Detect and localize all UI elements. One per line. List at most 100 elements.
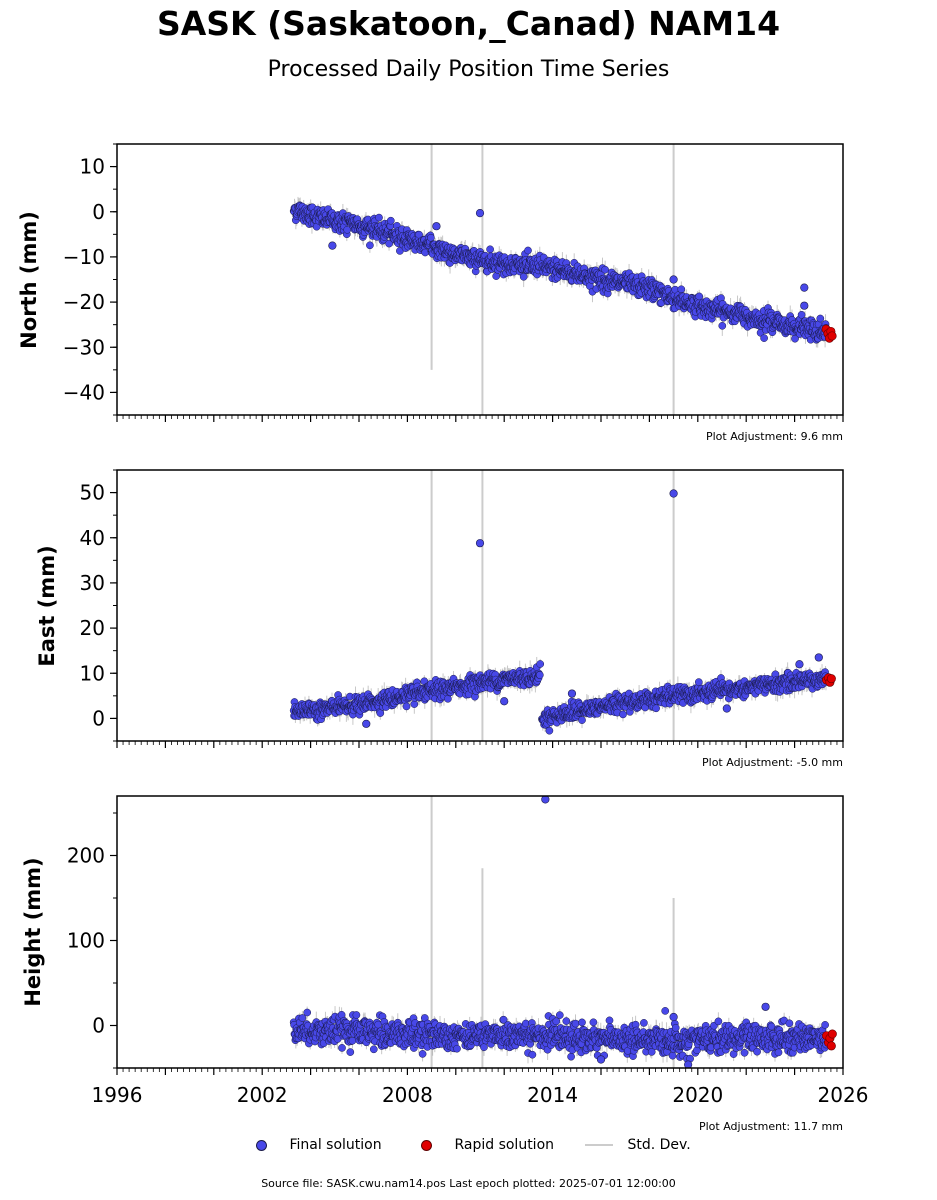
- east-panel: 50 40 30 20 10 0 East (mm) Plot Adjustment: -5.…: [35, 469, 844, 769]
- final-point: [375, 213, 383, 222]
- final-point: [785, 1019, 794, 1028]
- y-tick-label: −30: [63, 335, 105, 359]
- outlier-point: [432, 222, 441, 231]
- height-x-axis: 1996 2002 2008 2014 2020 2026: [92, 1068, 869, 1107]
- final-point: [346, 1048, 355, 1056]
- final-point: [352, 1011, 361, 1019]
- outlier-point: [669, 489, 678, 498]
- final-point: [524, 246, 532, 255]
- final-point: [536, 660, 545, 668]
- x-tick-label: 2020: [672, 1083, 723, 1107]
- y-tick-label: 10: [80, 661, 105, 685]
- rapid-point: [826, 674, 836, 684]
- east-y-axis: 50 40 30 20 10 0: [80, 469, 117, 742]
- outlier-point: [814, 653, 823, 662]
- outlier-point: [567, 689, 577, 698]
- page-title: SASK (Saskatoon,_Canad) NAM14: [156, 4, 781, 43]
- x-tick-label: 2002: [237, 1083, 288, 1107]
- height-plot-adjustment: Plot Adjustment: 11.7 mm: [699, 1120, 843, 1133]
- final-point: [369, 1045, 378, 1054]
- final-point: [774, 1048, 783, 1057]
- final-point: [571, 1019, 580, 1028]
- outlier-point: [500, 697, 509, 706]
- north-y-axis: 10 0 −10 −20 −30 −40: [63, 143, 117, 416]
- final-point: [303, 1008, 312, 1017]
- north-plot-adjustment: Plot Adjustment: 9.6 mm: [706, 430, 843, 443]
- y-tick-label: −20: [63, 290, 105, 314]
- y-tick-label: 30: [80, 571, 105, 595]
- final-point: [605, 1016, 614, 1025]
- y-tick-label: 50: [80, 481, 105, 505]
- y-tick-label: 0: [92, 200, 105, 224]
- east-axis-title: East (mm): [35, 545, 59, 666]
- rapid-point: [827, 331, 837, 341]
- final-point: [821, 1021, 829, 1029]
- y-tick-label: 0: [92, 1014, 105, 1038]
- final-point: [791, 334, 799, 343]
- final-point: [816, 314, 825, 323]
- y-tick-label: 40: [80, 526, 105, 550]
- page-subtitle: Processed Daily Position Time Series: [267, 57, 670, 82]
- y-tick-label: 10: [80, 155, 105, 179]
- north-plot-area: [289, 144, 837, 415]
- north-axis-title: North (mm): [17, 211, 41, 349]
- final-point: [677, 285, 686, 294]
- rapid-point: [827, 1029, 837, 1039]
- outlier-point: [475, 209, 485, 218]
- east-plot-adjustment: Plot Adjustment: -5.0 mm: [702, 756, 843, 769]
- outlier-point: [795, 660, 804, 669]
- final-point: [589, 1018, 598, 1027]
- final-point: [499, 1015, 508, 1024]
- height-axis-title: Height (mm): [21, 857, 45, 1006]
- rapid-marker-icon: [421, 1139, 432, 1151]
- outlier-point: [596, 1055, 606, 1064]
- outlier-point: [761, 1002, 770, 1011]
- outlier-point: [669, 275, 678, 284]
- final-point: [695, 292, 704, 301]
- east-final-points: [289, 660, 830, 735]
- final-point: [402, 702, 411, 711]
- final-point: [480, 1043, 488, 1052]
- final-point: [694, 678, 703, 686]
- final-point: [366, 241, 374, 250]
- final-point: [578, 716, 586, 724]
- legend-stddev: Std. Dev.: [585, 1137, 691, 1153]
- legend: Final solution Rapid solution Std. Dev.: [0, 1137, 937, 1157]
- final-marker-icon: [256, 1139, 267, 1151]
- final-point: [486, 245, 494, 254]
- y-tick-label: −40: [63, 380, 105, 404]
- y-tick-label: 20: [80, 616, 105, 640]
- x-tick-label: 2014: [527, 1083, 578, 1107]
- east-axes-frame: [116, 469, 844, 742]
- legend-rapid: Rapid solution: [421, 1137, 554, 1153]
- final-point: [640, 1019, 648, 1027]
- final-point: [753, 1047, 761, 1056]
- legend-final: Final solution: [256, 1137, 382, 1153]
- legend-rapid-label: Rapid solution: [454, 1137, 555, 1153]
- x-tick-label: 2026: [818, 1083, 869, 1107]
- final-point: [652, 704, 660, 713]
- east-plot-area: [289, 470, 836, 741]
- final-point: [671, 1023, 680, 1032]
- rapid-point: [826, 1041, 836, 1051]
- height-plot-area: [289, 796, 837, 1068]
- north-axes-frame: [116, 143, 844, 416]
- outlier-point: [669, 1012, 678, 1022]
- final-point: [567, 1052, 575, 1061]
- outlier-point: [328, 241, 337, 250]
- y-tick-label: 200: [67, 844, 105, 868]
- outlier-point: [800, 283, 809, 292]
- y-tick-label: 100: [67, 929, 105, 953]
- final-point: [718, 321, 727, 330]
- final-point: [797, 310, 806, 319]
- final-point: [760, 334, 768, 342]
- north-x-axis: [116, 415, 844, 422]
- final-point: [338, 1044, 346, 1052]
- final-point: [385, 239, 393, 248]
- final-point: [427, 233, 435, 242]
- outlier-point: [475, 539, 485, 548]
- outlier-point: [800, 301, 809, 310]
- final-point: [555, 1011, 564, 1019]
- final-point: [528, 1050, 537, 1059]
